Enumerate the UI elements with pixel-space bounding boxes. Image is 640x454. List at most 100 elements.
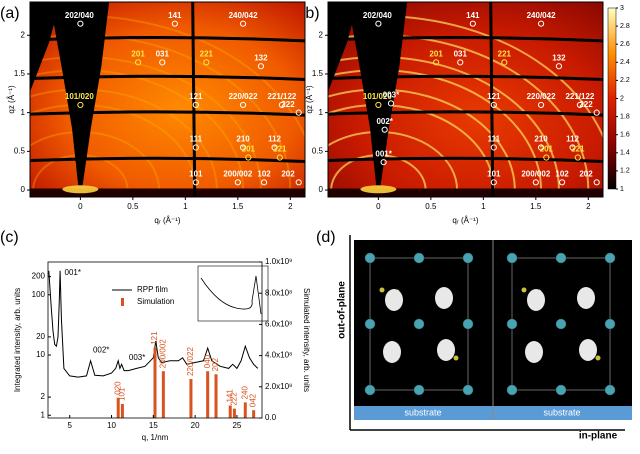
colorbar-tick-label: 2.8 — [620, 23, 630, 30]
peak-label: 221/122 — [267, 92, 296, 101]
colorbar-tick-label: 1.6 — [620, 132, 630, 139]
peak-marker — [457, 59, 464, 66]
peak-label: 201 — [540, 145, 554, 154]
data-line — [48, 270, 259, 378]
peak-marker — [469, 20, 476, 27]
colorbar-tick-label: 2.2 — [620, 77, 630, 84]
peak-marker — [490, 101, 497, 109]
legend-label: RPP film — [137, 285, 168, 294]
detector-gap — [30, 36, 305, 43]
peak-label: 200/002 — [223, 169, 252, 178]
x-tick-label: 0 — [376, 202, 381, 211]
atom-a — [462, 318, 474, 330]
peak-label: 222 — [281, 100, 295, 109]
peak-label: 003* — [383, 90, 400, 99]
peak-marker — [433, 59, 440, 66]
x-tick-label: 1.5 — [232, 202, 244, 211]
peak-label: 031 — [156, 49, 170, 58]
substrate-label: substrate — [404, 407, 441, 417]
peak-marker — [375, 20, 382, 27]
peak-label: 112 — [566, 135, 579, 144]
detector-gap — [328, 74, 603, 82]
bar — [153, 347, 157, 418]
peak-label: 201 — [131, 49, 145, 58]
peak-marker — [375, 101, 382, 109]
peak-marker — [537, 144, 545, 151]
panel-label: (d) — [316, 229, 336, 246]
atom-b — [595, 355, 601, 361]
atom-a — [364, 318, 376, 330]
atom-c — [527, 289, 545, 311]
bar — [232, 408, 236, 418]
peak-marker — [203, 59, 210, 66]
colorbar-tick-label: 2.4 — [620, 59, 630, 66]
structure-diagram: substrate substrate out-of-plane in-plan… — [337, 235, 632, 442]
panel-label: (c) — [0, 229, 19, 246]
peak-label: 220/022 — [229, 92, 258, 101]
bar-label: 121 — [150, 331, 159, 345]
y-tick-label: 2 — [21, 30, 26, 39]
bar-label: 220/022 — [186, 347, 195, 376]
atom-c — [579, 339, 597, 361]
x-tick-label: 1 — [183, 202, 188, 211]
peak-label: 101 — [487, 169, 501, 178]
peak-marker — [558, 179, 566, 186]
peak-marker — [239, 20, 247, 27]
atom-b — [521, 287, 527, 293]
plot-frame — [327, 1, 604, 198]
peak-marker — [171, 20, 178, 27]
y-tick-label: 200 — [32, 272, 46, 281]
peak-marker — [260, 179, 268, 186]
peak-label: 112 — [268, 135, 281, 144]
peak-marker — [532, 179, 539, 186]
x-tick-label: 5 — [68, 421, 73, 430]
y-axis-label: Integrated intensity, arb. units — [13, 288, 22, 392]
bar — [243, 402, 247, 418]
bar — [116, 397, 120, 418]
x-tick-label: 1.5 — [530, 202, 542, 211]
atom-b — [379, 287, 385, 293]
y-tick-label: 0.5 — [14, 146, 26, 155]
y-tick-label: 1.5 — [312, 69, 324, 78]
peak-label: 200/002 — [521, 169, 550, 178]
horizon — [30, 188, 305, 197]
peak-marker — [77, 20, 84, 27]
y-tick-label: 1.5 — [14, 69, 26, 78]
bar-label: 141 — [225, 389, 234, 403]
beam-spot — [62, 185, 99, 194]
plot-frame — [29, 1, 306, 198]
detector-gap — [328, 36, 603, 43]
x-tick-label: 15 — [149, 421, 158, 430]
diagram-x-label: in-plane — [579, 431, 618, 442]
peak-marker — [543, 154, 550, 161]
atom-c — [383, 341, 401, 363]
horizon — [328, 188, 603, 197]
bar-label: 200/002 — [158, 339, 167, 368]
colorbar — [607, 7, 617, 190]
y-tick-label: 1 — [41, 410, 46, 419]
peak-label: 132 — [552, 53, 566, 62]
peak-label: 221/122 — [565, 92, 594, 101]
peak-label: 210 — [236, 135, 250, 144]
peak-marker — [239, 101, 247, 109]
peak-label: 121 — [487, 92, 501, 101]
peak-marker — [537, 20, 545, 27]
bar-label: 020 — [113, 381, 122, 395]
detector-gap — [328, 156, 603, 164]
peak-label: 240/042 — [527, 11, 556, 20]
peak-marker — [192, 179, 199, 186]
y-axis-label: qz (Å⁻¹) — [7, 85, 16, 114]
y2-tick-label: 0.0 — [265, 413, 277, 422]
bar-label: 240 — [240, 386, 249, 400]
colorbar-tick-label: 1.2 — [620, 168, 630, 175]
bar — [161, 371, 165, 418]
peak-label: 102 — [257, 169, 271, 178]
x-axis-label: qᵣ (Å⁻¹) — [154, 216, 180, 225]
colorbar-tick-label: 1.4 — [620, 150, 630, 157]
bar — [120, 403, 124, 418]
y-tick-label: 0.5 — [312, 146, 324, 155]
bar-label: 040 — [203, 354, 212, 368]
atom-c — [437, 339, 455, 361]
peak-marker — [257, 63, 265, 70]
